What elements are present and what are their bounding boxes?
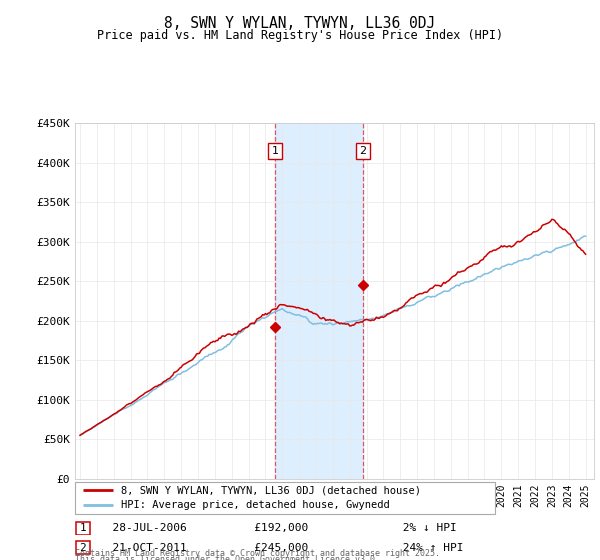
FancyBboxPatch shape bbox=[76, 521, 90, 535]
Text: 21-OCT-2011          £245,000              24% ↑ HPI: 21-OCT-2011 £245,000 24% ↑ HPI bbox=[99, 543, 464, 553]
Text: 8, SWN Y WYLAN, TYWYN, LL36 0DJ: 8, SWN Y WYLAN, TYWYN, LL36 0DJ bbox=[164, 16, 436, 31]
Text: HPI: Average price, detached house, Gwynedd: HPI: Average price, detached house, Gwyn… bbox=[121, 500, 390, 510]
Text: Price paid vs. HM Land Registry's House Price Index (HPI): Price paid vs. HM Land Registry's House … bbox=[97, 29, 503, 42]
Text: 8, SWN Y WYLAN, TYWYN, LL36 0DJ (detached house): 8, SWN Y WYLAN, TYWYN, LL36 0DJ (detache… bbox=[121, 486, 421, 496]
Text: 2: 2 bbox=[79, 543, 86, 553]
Text: 2: 2 bbox=[359, 146, 367, 156]
Text: 1: 1 bbox=[79, 523, 86, 533]
Text: This data is licensed under the Open Government Licence v3.0.: This data is licensed under the Open Gov… bbox=[75, 556, 380, 560]
Text: 28-JUL-2006          £192,000              2% ↓ HPI: 28-JUL-2006 £192,000 2% ↓ HPI bbox=[99, 523, 457, 533]
Text: 1: 1 bbox=[272, 146, 278, 156]
Text: Contains HM Land Registry data © Crown copyright and database right 2025.: Contains HM Land Registry data © Crown c… bbox=[75, 549, 440, 558]
FancyBboxPatch shape bbox=[75, 482, 495, 514]
FancyBboxPatch shape bbox=[76, 541, 90, 554]
Bar bbox=[275, 123, 363, 479]
